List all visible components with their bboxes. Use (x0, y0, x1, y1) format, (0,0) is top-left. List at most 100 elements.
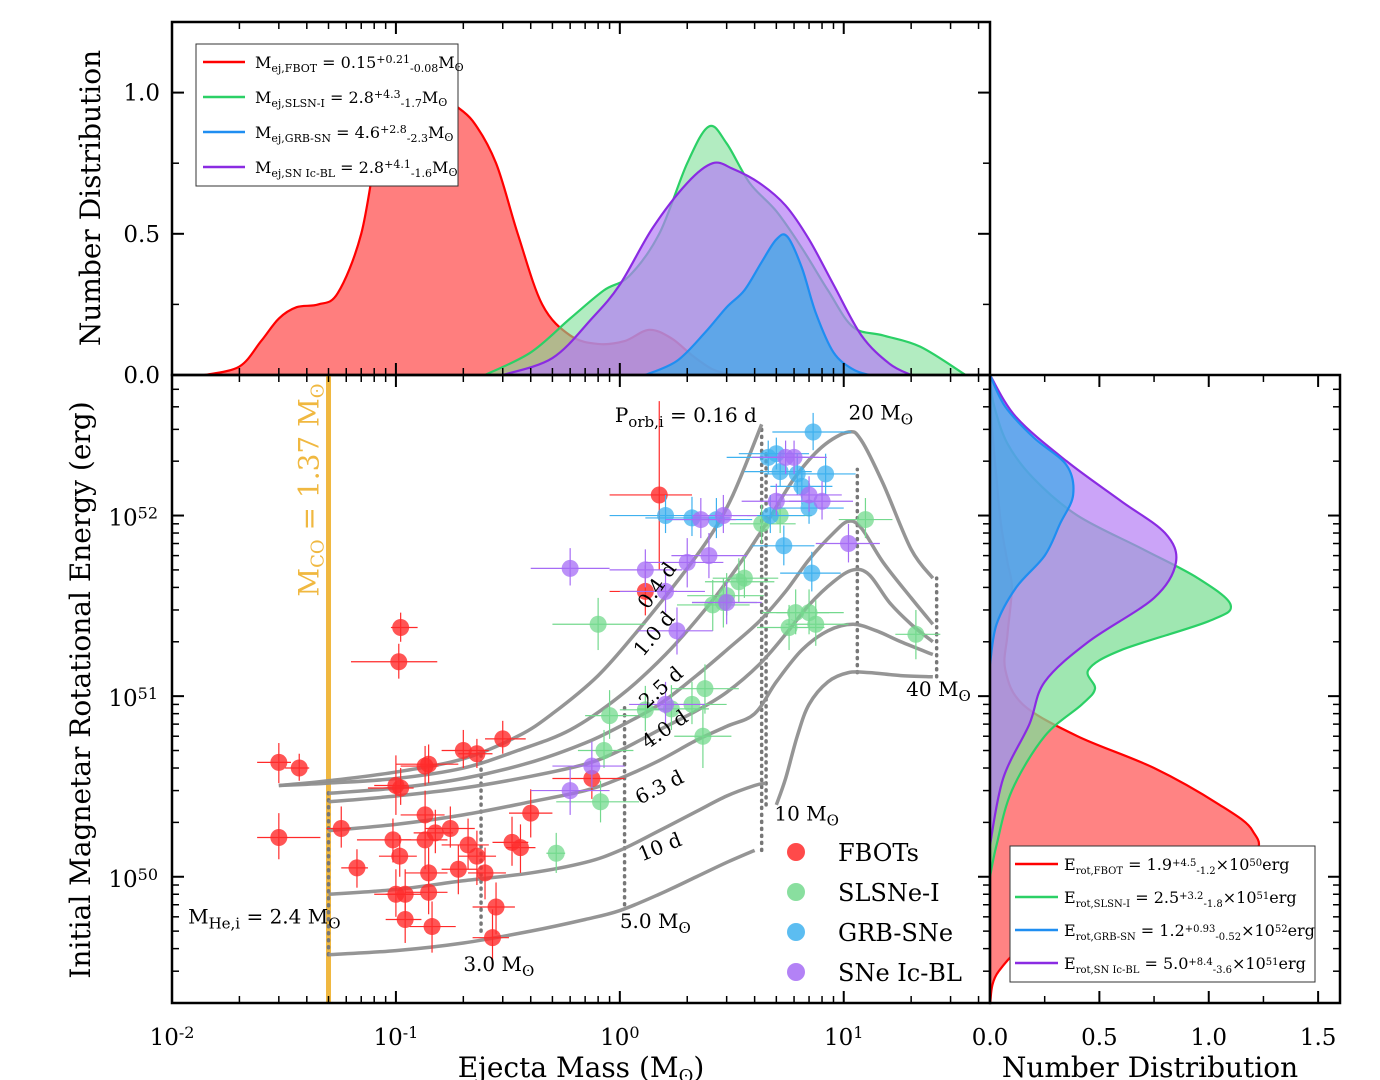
data-point (441, 820, 459, 838)
data-point (392, 618, 410, 636)
data-point (449, 860, 467, 878)
model-curve-3 (328, 567, 934, 804)
data-point (522, 804, 540, 822)
data-point (775, 537, 793, 555)
model-curve-6 (328, 848, 756, 957)
data-point (423, 918, 441, 936)
top-area-grb (645, 234, 870, 375)
data-point (511, 839, 529, 857)
data-point (391, 847, 409, 865)
co-mass-label: MCO = 1.37 Mʘ (293, 383, 329, 596)
data-point (494, 730, 512, 748)
right-line-sn_icbl (990, 375, 1178, 846)
right-xtick-label: 0.5 (1081, 1025, 1118, 1051)
data-point (657, 695, 675, 713)
data-point (601, 707, 619, 725)
data-point (396, 885, 414, 903)
top-ytick-label: 1.0 (123, 81, 160, 107)
data-point (384, 831, 402, 849)
curve-label: 10 d (635, 827, 686, 866)
data-point (807, 615, 825, 633)
data-point (426, 824, 444, 842)
data-point (780, 618, 798, 636)
right-legend-box (1009, 845, 1316, 983)
main-x-axis-title: Ejecta Mass (Mʘ) (458, 1051, 705, 1080)
right-line-grb (990, 375, 1075, 665)
data-point (396, 910, 414, 928)
data-point (785, 448, 803, 466)
top-legend-label-sn_icbl: Mej,SN Ic-BL = 2.8+4.1-1.6Mʘ (255, 158, 457, 180)
data-point (761, 507, 779, 525)
data-point (420, 883, 438, 901)
data-point (636, 701, 654, 719)
main-legend-label: SNe Ic-BL (838, 959, 962, 987)
data-point (803, 564, 821, 582)
annotation: 3.0 Mʘ (463, 952, 534, 980)
main-legend-marker (787, 843, 805, 861)
data-point (856, 511, 874, 529)
main-xtick-label: 100 (600, 1023, 639, 1051)
data-point (416, 757, 434, 775)
data-point (817, 465, 835, 483)
data-point (270, 828, 288, 846)
main-y-axis-title: Initial Magnetar Rotational Energy (erg) (64, 401, 97, 978)
data-point (390, 653, 408, 671)
top-line-sn_icbl (502, 161, 912, 375)
main-legend-label: SLSNe-I (838, 879, 940, 907)
annotation: Porb,i = 0.16 d (615, 403, 757, 431)
data-point (650, 486, 668, 504)
main-ytick-label: 1051 (108, 684, 158, 712)
data-point (839, 535, 857, 553)
main-data-group (257, 375, 941, 1003)
right-xtick-label: 1.5 (1300, 1025, 1337, 1051)
main-xtick-label: 10-1 (373, 1023, 418, 1051)
right-frame (988, 373, 1342, 1005)
annotation: 5.0 Mʘ (620, 909, 691, 937)
data-point (692, 511, 710, 529)
data-point (714, 507, 732, 525)
top-legend-label-grb: Mej,GRB-SN = 4.6+2.8-2.3Mʘ (255, 123, 453, 145)
top-distribution-panel: 0.0 0.5 1.0 Number Distribution Mej,FBOT = 0… (74, 20, 992, 389)
right-xtick-label: 1.0 (1190, 1025, 1227, 1051)
main-legend-marker (787, 883, 805, 901)
data-point (636, 561, 654, 579)
right-legend: Erot,FBOT = 1.9+4.5-1.2×1050erg Erot,SLSN… (1009, 845, 1316, 983)
top-line-grb (644, 233, 870, 375)
annotation: MHe,i = 2.4 Mʘ (188, 905, 340, 933)
data-point (696, 680, 714, 698)
data-point (468, 847, 486, 865)
data-point (730, 573, 748, 591)
data-point (678, 553, 696, 571)
top-ytick-label: 0.0 (123, 363, 160, 389)
right-legend-label-slsn: Erot,SLSN-I = 2.5+3.2-1.8×1051erg (1064, 888, 1297, 910)
annotation: 20 Mʘ (848, 401, 913, 429)
model-curve-0 (278, 423, 764, 788)
data-point (718, 594, 736, 612)
main-legend-label: FBOTs (838, 839, 919, 867)
data-point (290, 759, 308, 777)
main-xtick-label: 10-2 (150, 1023, 195, 1051)
data-point (771, 463, 789, 481)
model-curve-7 (774, 670, 933, 806)
data-point (787, 604, 805, 622)
data-point (583, 757, 601, 775)
right-legend-label-sn_icbl: Erot,SN Ic-BL = 5.0+8.4-3.6×1051erg (1064, 954, 1306, 976)
data-point (592, 793, 610, 811)
data-point (800, 486, 818, 504)
data-point (487, 898, 505, 916)
data-point (767, 492, 785, 510)
data-point (547, 844, 565, 862)
model-curve-1 (278, 429, 935, 788)
series-SLSNe-I (546, 498, 941, 873)
data-point (416, 806, 434, 824)
main-ytick-label: 1052 (108, 503, 158, 531)
data-point (657, 582, 675, 600)
top-y-axis-title: Number Distribution (74, 50, 107, 346)
data-point (813, 492, 831, 510)
right-xtick-label: 0.0 (972, 1025, 1009, 1051)
main-ytick-label: 1050 (108, 865, 158, 893)
top-legend: Mej,FBOT = 0.15+0.21-0.08Mʘ Mej,SLSN-I = … (195, 43, 464, 187)
data-point (454, 742, 472, 760)
